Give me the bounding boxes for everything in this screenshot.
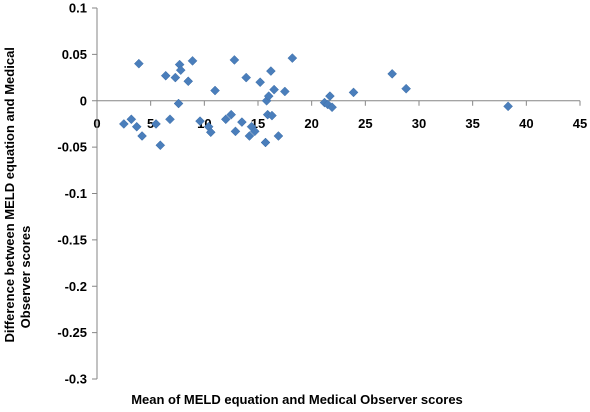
- data-point: [175, 65, 186, 75]
- data-point: [173, 98, 184, 109]
- x-tick-label: 5: [147, 116, 154, 131]
- data-point: [220, 114, 231, 125]
- data-point: [205, 127, 216, 138]
- y-tick-label: 0.1: [69, 1, 87, 16]
- data-point: [226, 109, 237, 120]
- data-point: [348, 87, 359, 98]
- data-point: [255, 77, 266, 88]
- y-tick-label: 0.05: [62, 47, 87, 62]
- x-axis-title: Mean of MELD equation and Medical Observ…: [131, 392, 463, 407]
- data-point: [287, 53, 298, 63]
- data-point: [267, 110, 277, 121]
- x-axis-ticks: 051015202530354045: [93, 100, 587, 131]
- data-point: [503, 101, 513, 112]
- data-point: [269, 84, 279, 95]
- x-tick-label: 45: [573, 116, 587, 131]
- data-point: [237, 117, 247, 127]
- x-tick-label: 35: [465, 116, 479, 131]
- data-point: [279, 86, 290, 97]
- y-axis-title: Difference between MELD equation and Med…: [2, 43, 33, 342]
- y-tick-label: -0.15: [57, 232, 87, 247]
- y-tick-label: -0.05: [57, 140, 87, 155]
- y-tick-label: -0.1: [65, 186, 87, 201]
- data-point: [241, 72, 252, 83]
- data-point: [151, 119, 161, 129]
- data-point: [266, 66, 276, 76]
- x-tick-label: 25: [358, 116, 372, 131]
- y-tick-label: -0.2: [65, 279, 87, 294]
- y-tick-label: -0.25: [57, 325, 87, 340]
- data-point: [165, 114, 175, 125]
- data-point: [187, 56, 198, 66]
- data-point: [210, 85, 220, 96]
- y-axis-title-line-2: Observer scores: [18, 226, 33, 329]
- data-point: [229, 55, 240, 65]
- data-point: [273, 131, 284, 141]
- data-point: [249, 126, 260, 137]
- data-point: [134, 58, 144, 69]
- x-tick-label: 30: [412, 116, 426, 131]
- x-tick-label: 20: [304, 116, 318, 131]
- data-point: [137, 131, 147, 141]
- data-point: [327, 102, 337, 113]
- data-point: [195, 116, 205, 127]
- y-tick-label: -0.3: [65, 372, 87, 387]
- data-point: [126, 114, 137, 125]
- data-point: [401, 83, 411, 94]
- data-point: [160, 70, 171, 81]
- data-point: [244, 131, 255, 141]
- data-point: [183, 76, 194, 87]
- y-tick-label: 0: [80, 93, 87, 108]
- x-tick-label: 40: [519, 116, 533, 131]
- data-points: [118, 53, 513, 151]
- data-point: [230, 126, 241, 137]
- y-axis-ticks: 0.1 0.05 0 -0.05 -0.1 -0.15 -0.2 -0.25 -0.3: [57, 1, 97, 387]
- data-point: [118, 119, 129, 129]
- data-point: [170, 72, 181, 83]
- y-axis-title-line-1: Difference between MELD equation and Med…: [2, 47, 17, 342]
- data-point: [325, 91, 335, 101]
- data-point: [387, 68, 398, 79]
- data-point: [260, 137, 271, 148]
- data-point: [131, 121, 142, 132]
- data-point: [263, 91, 274, 101]
- data-point: [155, 140, 166, 151]
